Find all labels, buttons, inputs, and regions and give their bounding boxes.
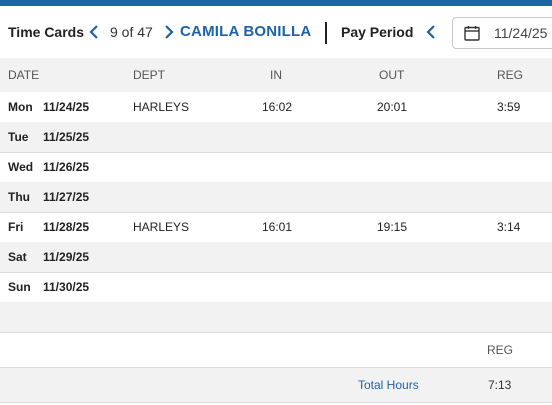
row-dept: HARLEYS <box>133 100 190 114</box>
day-of-week: Thu <box>8 190 30 204</box>
totals-column-reg: REG <box>487 343 514 357</box>
row-reg: 3:59 <box>497 100 521 114</box>
row-date: 11/26/25 <box>43 160 90 174</box>
row-out: 19:15 <box>377 220 408 234</box>
table-row[interactable]: Mon 11/24/25 HARLEYS 16:02 20:01 3:59 <box>0 92 552 123</box>
pay-period-date-picker[interactable]: 11/24/25 <box>452 17 552 49</box>
employee-counter: 9 of 47 <box>110 24 153 40</box>
row-date: 11/29/25 <box>43 250 90 264</box>
column-header-dept: DEPT <box>133 68 166 82</box>
day-of-week: Tue <box>8 130 29 144</box>
day-of-week: Sat <box>8 250 27 264</box>
day-of-week: Fri <box>8 220 24 234</box>
table-row[interactable]: Tue 11/25/25 <box>0 122 552 153</box>
row-out: 20:01 <box>377 100 408 114</box>
row-dept: HARLEYS <box>133 220 190 234</box>
row-date: 11/24/25 <box>43 100 90 114</box>
prev-employee-button[interactable] <box>89 6 99 58</box>
totals-header: REG <box>0 333 552 367</box>
table-row[interactable]: Fri 11/28/25 HARLEYS 16:01 19:15 3:14 <box>0 212 552 243</box>
total-hours-label: Total Hours <box>358 378 419 392</box>
row-date: 11/27/25 <box>43 190 90 204</box>
table-row[interactable]: Thu 11/27/25 <box>0 182 552 213</box>
day-of-week: Mon <box>8 100 33 114</box>
column-header-date: DATE <box>8 68 40 82</box>
column-header-out: OUT <box>379 68 405 82</box>
prev-period-button[interactable] <box>426 6 436 58</box>
row-in: 16:01 <box>262 220 293 234</box>
page-title: Time Cards <box>8 24 84 40</box>
row-date: 11/25/25 <box>43 130 90 144</box>
total-hours-value: 7:13 <box>488 378 512 392</box>
table-header: DATE DEPT IN OUT REG <box>0 58 552 92</box>
employee-name-link[interactable]: CAMILA BONILLA <box>180 23 312 40</box>
chevron-left-icon <box>426 25 435 39</box>
row-in: 16:02 <box>262 100 293 114</box>
row-date: 11/30/25 <box>43 280 90 294</box>
table-row[interactable]: Sat 11/29/25 <box>0 242 552 273</box>
row-date: 11/28/25 <box>43 220 90 234</box>
header-divider <box>325 22 327 44</box>
timecard-header: Time Cards 9 of 47 CAMILA BONILLA Pay Pe… <box>0 6 552 58</box>
day-of-week: Sun <box>8 280 31 294</box>
column-header-reg: REG <box>497 68 524 82</box>
day-of-week: Wed <box>8 160 34 174</box>
chevron-left-icon <box>89 25 98 39</box>
pay-period-label: Pay Period <box>341 24 414 40</box>
calendar-icon <box>464 26 480 41</box>
row-reg: 3:14 <box>497 220 521 234</box>
column-header-in: IN <box>270 68 282 82</box>
top-accent-bar <box>0 0 552 6</box>
table-row[interactable]: Wed 11/26/25 <box>0 152 552 183</box>
pay-period-date-value: 11/24/25 <box>494 25 548 41</box>
next-employee-button[interactable] <box>164 6 174 58</box>
table-row[interactable]: Sun 11/30/25 <box>0 272 552 303</box>
chevron-right-icon <box>165 25 174 39</box>
totals-row: Total Hours 7:13 <box>0 367 552 403</box>
table-spacer-row <box>0 302 552 333</box>
